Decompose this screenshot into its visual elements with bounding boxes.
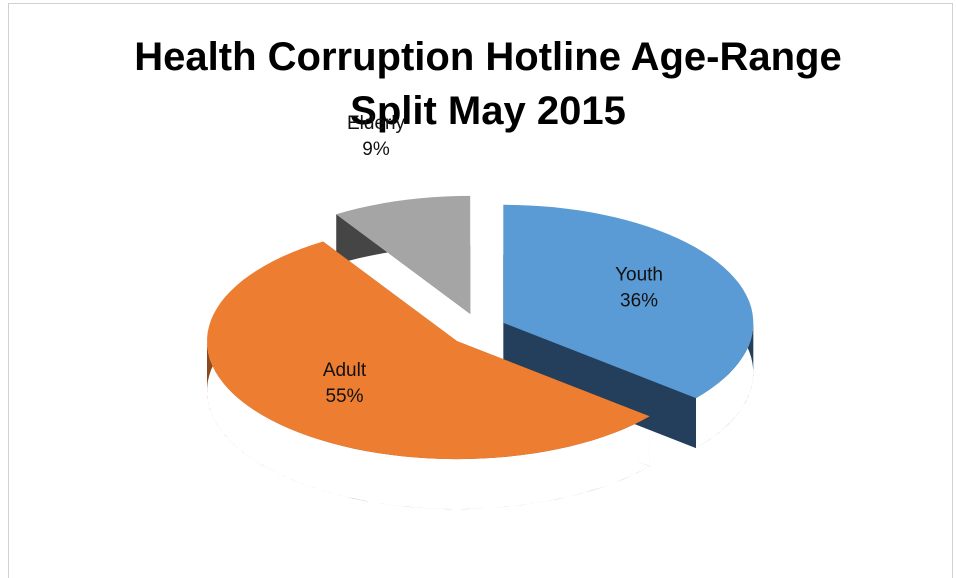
chart-frame bbox=[8, 3, 953, 578]
slice-value-label: 9% bbox=[362, 139, 390, 160]
slice bbox=[207, 241, 650, 460]
slice-value-label: 55% bbox=[325, 386, 363, 407]
slice-category-label: Adult bbox=[323, 360, 367, 381]
chart-title: Health Corruption Hotline Age-Range Spli… bbox=[134, 35, 842, 133]
slice bbox=[336, 195, 471, 314]
slice-category-label: Elderly bbox=[347, 113, 406, 134]
slice-value-label: 36% bbox=[620, 291, 658, 312]
slice bbox=[503, 204, 754, 399]
slice-category-label: Youth bbox=[615, 265, 663, 286]
